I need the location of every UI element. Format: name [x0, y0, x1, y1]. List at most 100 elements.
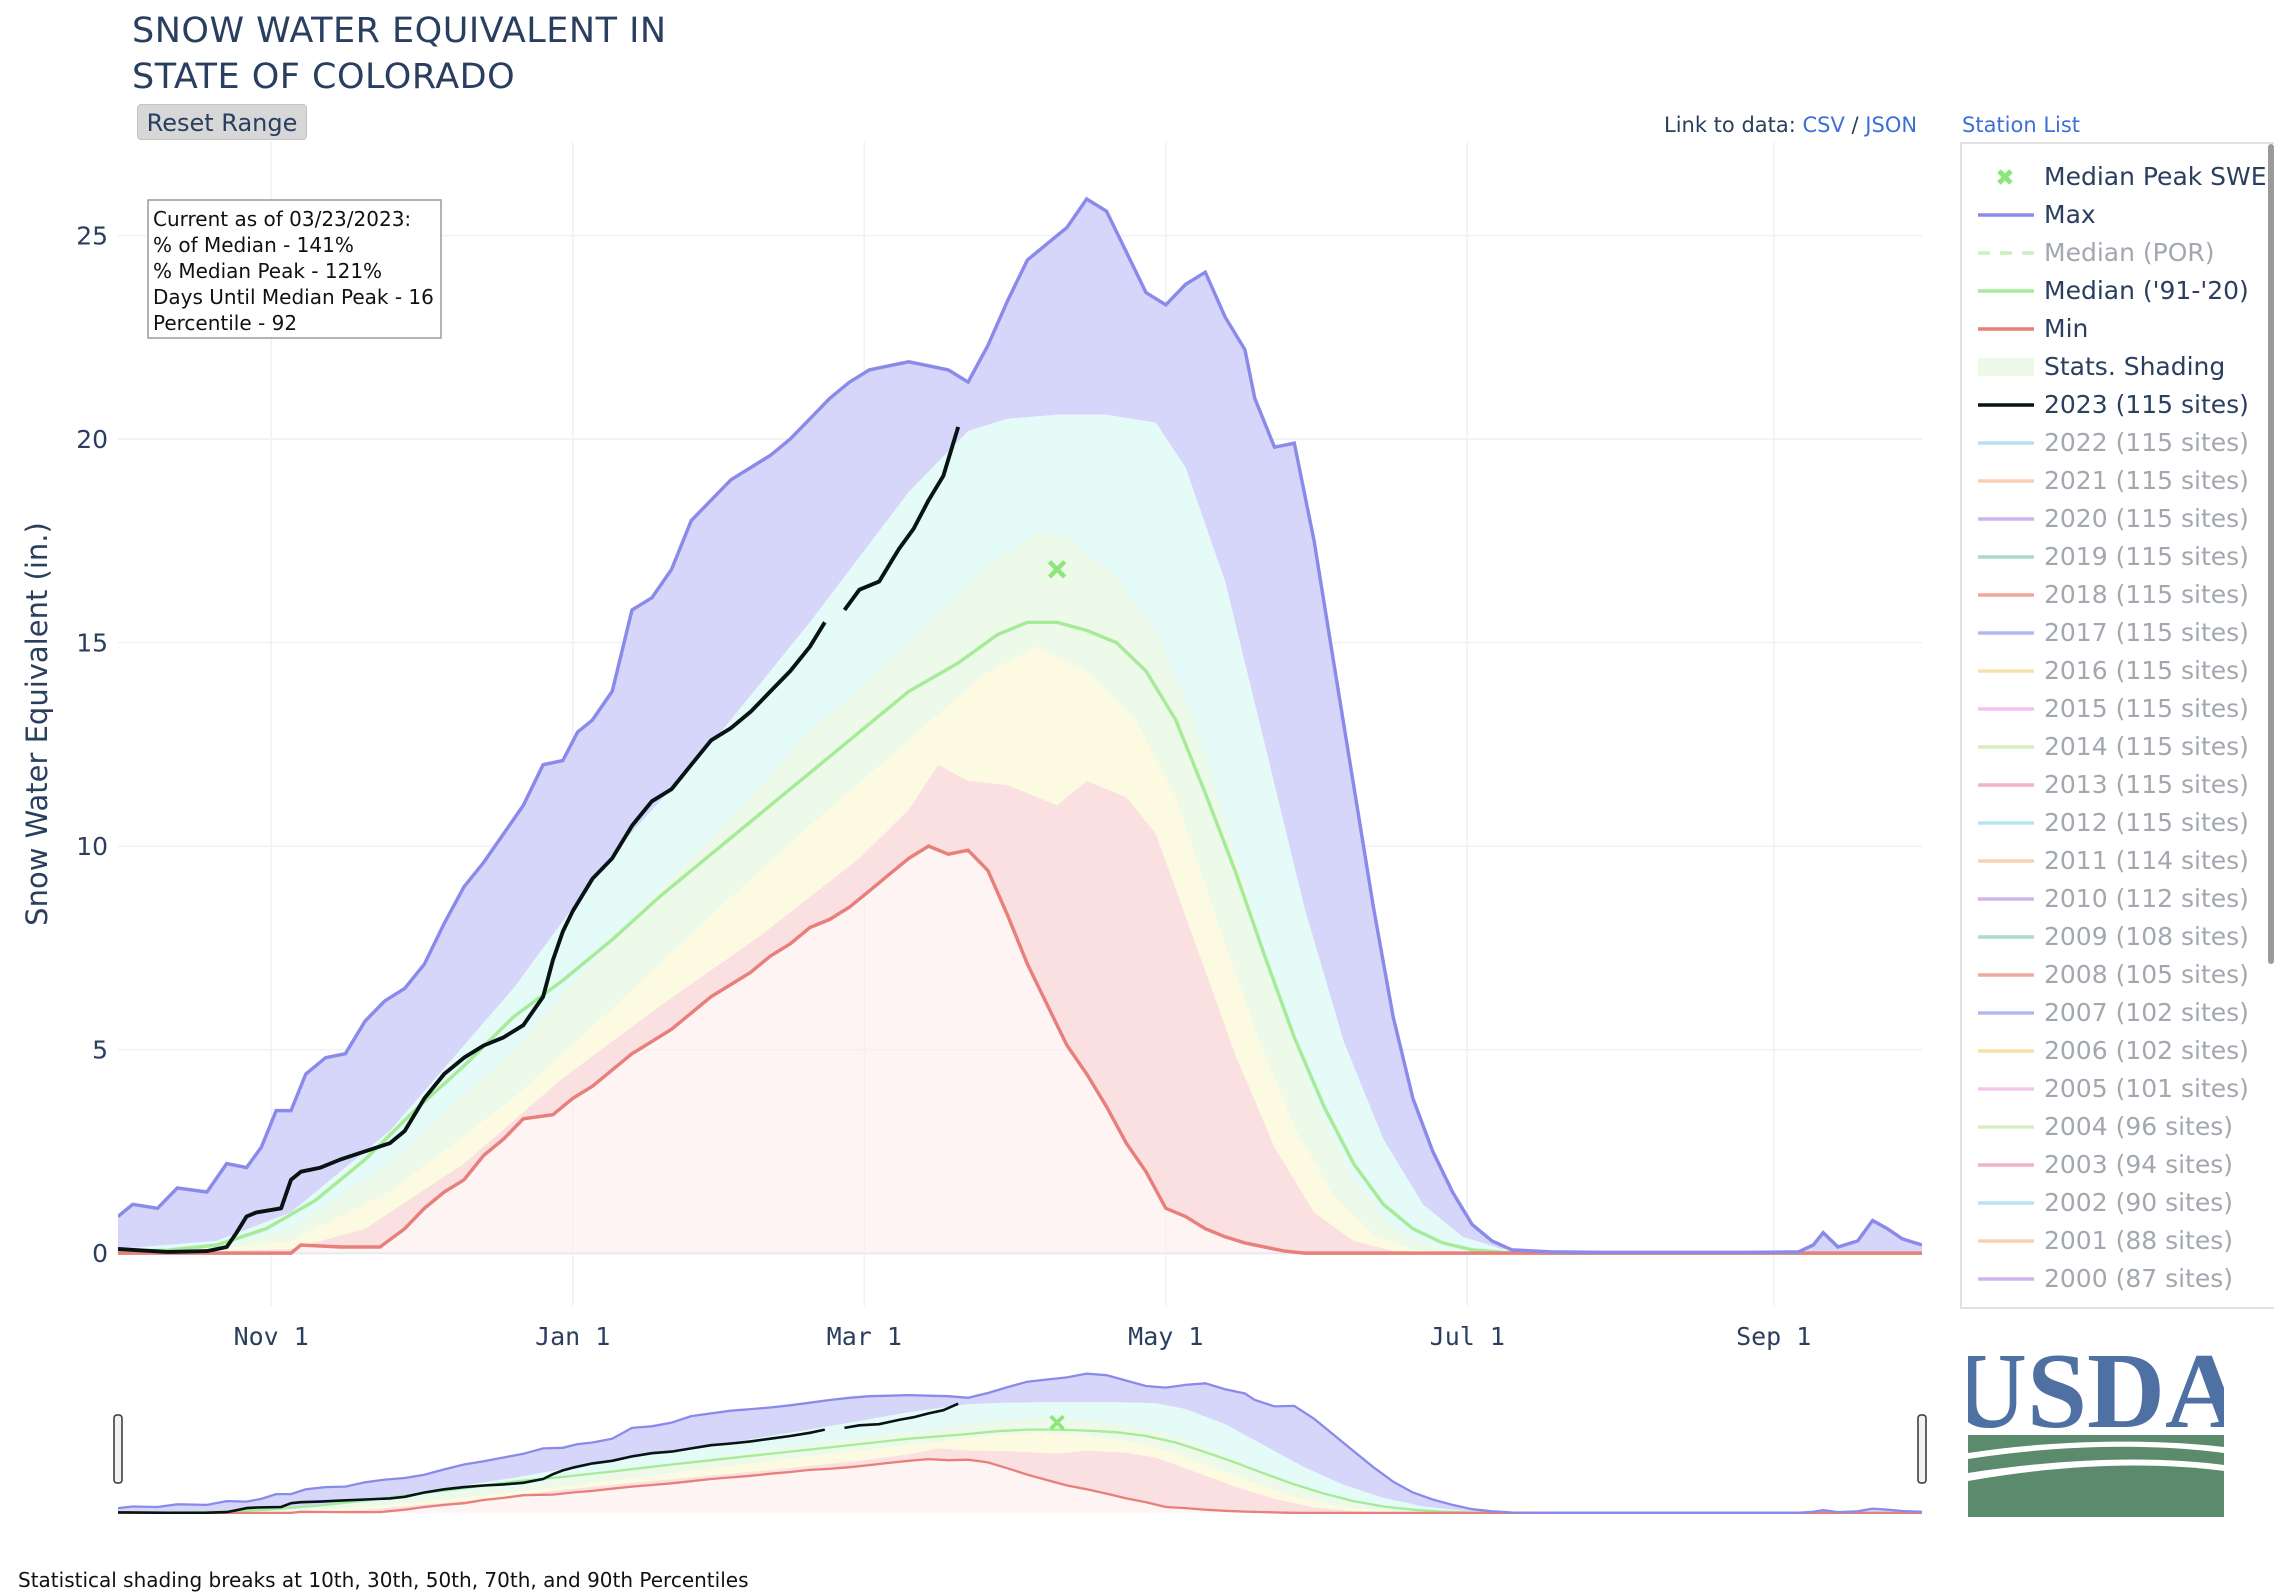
legend-item[interactable]: 2000 (87 sites)	[1962, 1260, 2272, 1298]
series-current-line-2[interactable]	[842, 426, 961, 612]
csv-link[interactable]: CSV	[1802, 113, 1845, 137]
legend-label: 2023 (115 sites)	[2044, 390, 2249, 419]
legend-swatch	[1978, 669, 2034, 673]
legend-label: 2006 (102 sites)	[2044, 1036, 2249, 1065]
legend-label: Median ('91-'20)	[2044, 276, 2249, 305]
link-separator: /	[1844, 113, 1866, 137]
legend-item[interactable]: 2014 (115 sites)	[1962, 728, 2272, 766]
legend-item[interactable]: 2002 (90 sites)	[1962, 1184, 2272, 1222]
legend-item[interactable]: Max	[1962, 196, 2272, 234]
legend-label: 2007 (102 sites)	[2044, 998, 2249, 1027]
station-list-link[interactable]: Station List	[1962, 113, 2081, 137]
legend-item[interactable]: 2001 (88 sites)	[1962, 1222, 2272, 1260]
legend-label: 2016 (115 sites)	[2044, 656, 2249, 685]
legend-scrollbar[interactable]	[2268, 144, 2274, 964]
legend-item[interactable]: 2009 (108 sites)	[1962, 918, 2272, 956]
legend-item[interactable]: Median ('91-'20)	[1962, 272, 2272, 310]
x-tick-label-0: Nov 1	[234, 1322, 309, 1351]
series-current-line-1[interactable]	[118, 621, 827, 1254]
chart-title: SNOW WATER EQUIVALENT IN STATE OF COLORA…	[132, 8, 667, 100]
range-handle-left[interactable]	[113, 1414, 123, 1484]
legend-item[interactable]: 2021 (115 sites)	[1962, 462, 2272, 500]
usda-logo-stripe-1	[1968, 1435, 2224, 1453]
legend-item[interactable]: 2006 (102 sites)	[1962, 1032, 2272, 1070]
legend-item[interactable]: 2013 (115 sites)	[1962, 766, 2272, 804]
legend[interactable]: Median Peak SWE Max Median (POR) Median ('9…	[1960, 142, 2274, 1309]
band-min-zero	[118, 846, 1922, 1254]
legend-label: 2003 (94 sites)	[2044, 1150, 2234, 1179]
legend-swatch	[1978, 479, 2034, 483]
title-line-2: STATE OF COLORADO	[132, 57, 516, 97]
legend-item[interactable]: 2004 (96 sites)	[1962, 1108, 2272, 1146]
legend-item[interactable]: Stats. Shading	[1962, 348, 2272, 386]
legend-label: Max	[2044, 200, 2096, 229]
usda-logo-stripe-2	[1968, 1446, 2224, 1473]
legend-item[interactable]: 2005 (101 sites)	[1962, 1070, 2272, 1108]
range-handle-right[interactable]	[1917, 1414, 1927, 1484]
reset-range-button[interactable]: Reset Range	[137, 104, 307, 140]
legend-item[interactable]: 2003 (94 sites)	[1962, 1146, 2272, 1184]
band-p50-p30	[118, 1432, 1922, 1513]
legend-swatch	[1978, 327, 2034, 331]
series-max-line[interactable]	[118, 196, 1922, 1255]
legend-item[interactable]: 2011 (114 sites)	[1962, 842, 2272, 880]
legend-label: 2002 (90 sites)	[2044, 1188, 2234, 1217]
legend-label: 2001 (88 sites)	[2044, 1226, 2234, 1255]
legend-swatch	[1978, 1011, 2034, 1015]
legend-item[interactable]: 2012 (115 sites)	[1962, 804, 2272, 842]
median-peak-marker[interactable]	[1047, 560, 1067, 579]
legend-label: 2015 (115 sites)	[2044, 694, 2249, 723]
annotation-line-4: Days Until Median Peak - 16	[153, 285, 434, 309]
legend-label: 2014 (115 sites)	[2044, 732, 2249, 761]
legend-swatch	[1978, 593, 2034, 597]
usda-logo-text: USDA	[1968, 1335, 2224, 1451]
legend-item[interactable]: 2023 (115 sites)	[1962, 386, 2272, 424]
median-peak-x	[1047, 560, 1067, 579]
legend-swatch	[1978, 441, 2034, 445]
legend-swatch	[1978, 631, 2034, 635]
legend-item[interactable]: Median (POR)	[1962, 234, 2272, 272]
legend-item[interactable]: 2017 (115 sites)	[1962, 614, 2272, 652]
series-min-line[interactable]	[118, 1457, 1922, 1514]
legend-item[interactable]: 2022 (115 sites)	[1962, 424, 2272, 462]
legend-item[interactable]: 2015 (115 sites)	[1962, 690, 2272, 728]
series-max-line[interactable]	[118, 1372, 1922, 1514]
legend-swatch	[1978, 1277, 2034, 1281]
series-min-line[interactable]	[118, 844, 1922, 1255]
legend-swatch	[1978, 403, 2034, 407]
range-slider[interactable]	[118, 1372, 1922, 1514]
legend-item[interactable]: Min	[1962, 310, 2272, 348]
series-current-line-1[interactable]	[118, 1428, 826, 1514]
median-peak-marker[interactable]	[1049, 1414, 1065, 1431]
x-marker-icon	[1997, 169, 2013, 185]
annotation-line-1: Current as of 03/23/2023:	[153, 207, 411, 231]
legend-swatch	[1978, 517, 2034, 521]
band-max-p90	[118, 199, 1922, 1254]
legend-item[interactable]: 2018 (115 sites)	[1962, 576, 2272, 614]
legend-item[interactable]: 2020 (115 sites)	[1962, 500, 2272, 538]
y-tick-label-3: 15	[76, 629, 108, 658]
x-tick-label-1: Jan 1	[535, 1322, 610, 1351]
legend-item[interactable]: 2016 (115 sites)	[1962, 652, 2272, 690]
legend-swatch	[1978, 1049, 2034, 1053]
y-tick-label-2: 10	[76, 832, 108, 861]
legend-item[interactable]: 2019 (115 sites)	[1962, 538, 2272, 576]
main-plot[interactable]	[118, 142, 1922, 1306]
x-tick-label-3: May 1	[1128, 1322, 1203, 1351]
legend-label: Min	[2044, 314, 2089, 343]
legend-item[interactable]: 2007 (102 sites)	[1962, 994, 2272, 1032]
legend-item[interactable]: Median Peak SWE	[1962, 158, 2272, 196]
legend-item[interactable]: 2008 (105 sites)	[1962, 956, 2272, 994]
x-tick-label-4: Jul 1	[1430, 1322, 1505, 1351]
legend-item[interactable]: 2010 (112 sites)	[1962, 880, 2272, 918]
link-prefix: Link to data:	[1664, 113, 1803, 137]
legend-label: Stats. Shading	[2044, 352, 2226, 381]
series-current-line-2[interactable]	[844, 1402, 959, 1430]
json-link[interactable]: JSON	[1865, 113, 1918, 137]
usda-logo-field	[1968, 1465, 2224, 1517]
legend-swatch	[1978, 1125, 2034, 1129]
annotation-line-3: % Median Peak - 121%	[153, 259, 382, 283]
band-max-p90	[118, 1373, 1922, 1513]
legend-label: 2018 (115 sites)	[2044, 580, 2249, 609]
